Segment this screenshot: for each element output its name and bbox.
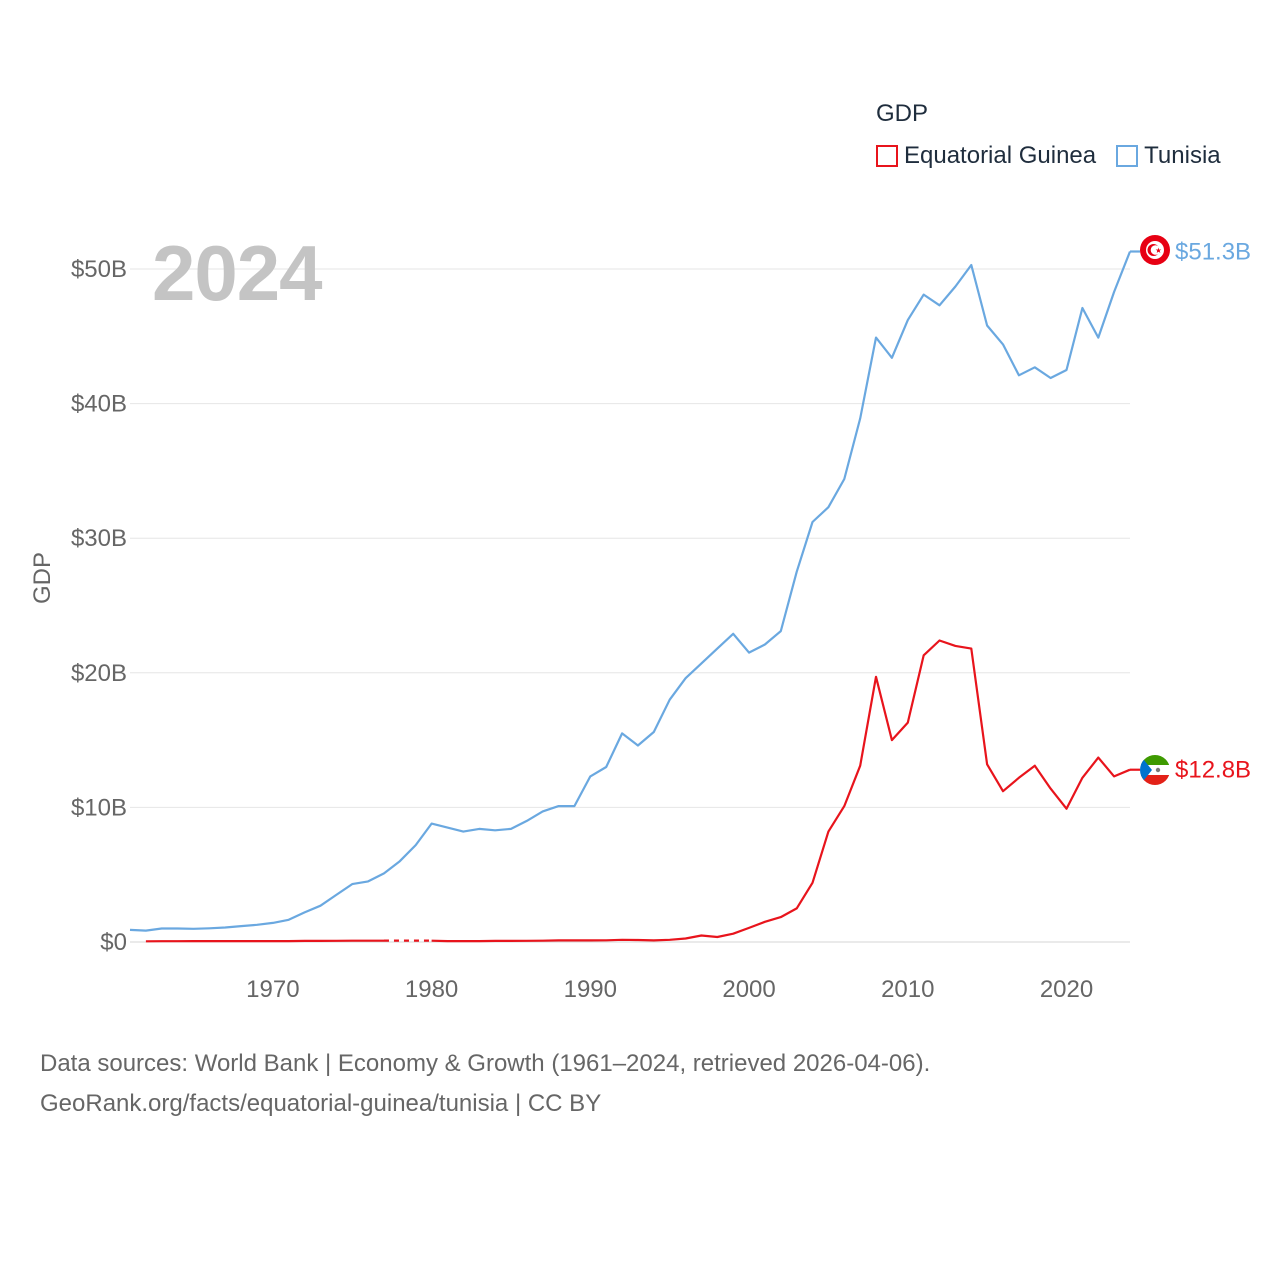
series-end-label-equatorial-guinea: $12.8B bbox=[1175, 757, 1251, 784]
equatorial-guinea-flag-icon bbox=[1140, 755, 1170, 785]
legend-label-tunisia: Tunisia bbox=[1144, 142, 1221, 169]
x-tick-label: 1990 bbox=[564, 976, 617, 1003]
x-tick-label: 2010 bbox=[881, 976, 934, 1003]
y-tick-label: $20B bbox=[71, 660, 127, 687]
legend-title: GDP bbox=[876, 100, 929, 127]
legend-swatch-tunisia bbox=[1116, 145, 1139, 167]
y-tick-label: $10B bbox=[71, 794, 127, 821]
x-tick-label: 1970 bbox=[246, 976, 299, 1003]
y-tick-label: $30B bbox=[71, 525, 127, 552]
series-line-tunisia[interactable] bbox=[129, 251, 1132, 932]
gridlines bbox=[130, 268, 1130, 943]
x-tick-label: 2020 bbox=[1040, 976, 1093, 1003]
legend-item-tunisia[interactable]: Tunisia bbox=[1116, 142, 1221, 170]
y-axis-ticks: $0 $10B $20B $30B $40B $50B bbox=[71, 256, 127, 956]
source-line-1: Data sources: World Bank | Economy & Gro… bbox=[40, 1050, 931, 1077]
y-tick-label: $40B bbox=[71, 391, 127, 418]
y-axis-label: GDP bbox=[29, 552, 56, 604]
legend-item-equatorial-guinea[interactable]: Equatorial Guinea bbox=[876, 142, 1096, 170]
legend-label-equatorial-guinea: Equatorial Guinea bbox=[904, 142, 1097, 169]
legend: Equatorial Guinea Tunisia bbox=[876, 142, 1241, 170]
y-tick-label: $0 bbox=[100, 929, 127, 956]
x-tick-label: 1980 bbox=[405, 976, 458, 1003]
source-note: Data sources: World Bank | Economy & Gro… bbox=[40, 1044, 930, 1124]
legend-swatch-equatorial-guinea bbox=[876, 145, 898, 167]
source-line-2[interactable]: GeoRank.org/facts/equatorial-guinea/tuni… bbox=[40, 1090, 602, 1117]
x-tick-label: 2000 bbox=[722, 976, 775, 1003]
y-tick-label: $50B bbox=[71, 256, 127, 283]
series-line-equatorial-guinea-1[interactable] bbox=[145, 939, 384, 943]
series-end-markers bbox=[1140, 235, 1170, 785]
tunisia-flag-icon bbox=[1140, 235, 1170, 265]
series-line-equatorial-guinea-2[interactable] bbox=[431, 639, 1131, 943]
x-axis-ticks: 1970 1980 1990 2000 2010 2020 bbox=[246, 976, 1093, 1003]
series-end-label-tunisia: $51.3B bbox=[1175, 239, 1251, 266]
series-layer bbox=[129, 250, 1140, 943]
year-stamp: 2024 bbox=[152, 229, 323, 317]
series-end-labels: $51.3B $12.8B bbox=[1175, 239, 1251, 784]
